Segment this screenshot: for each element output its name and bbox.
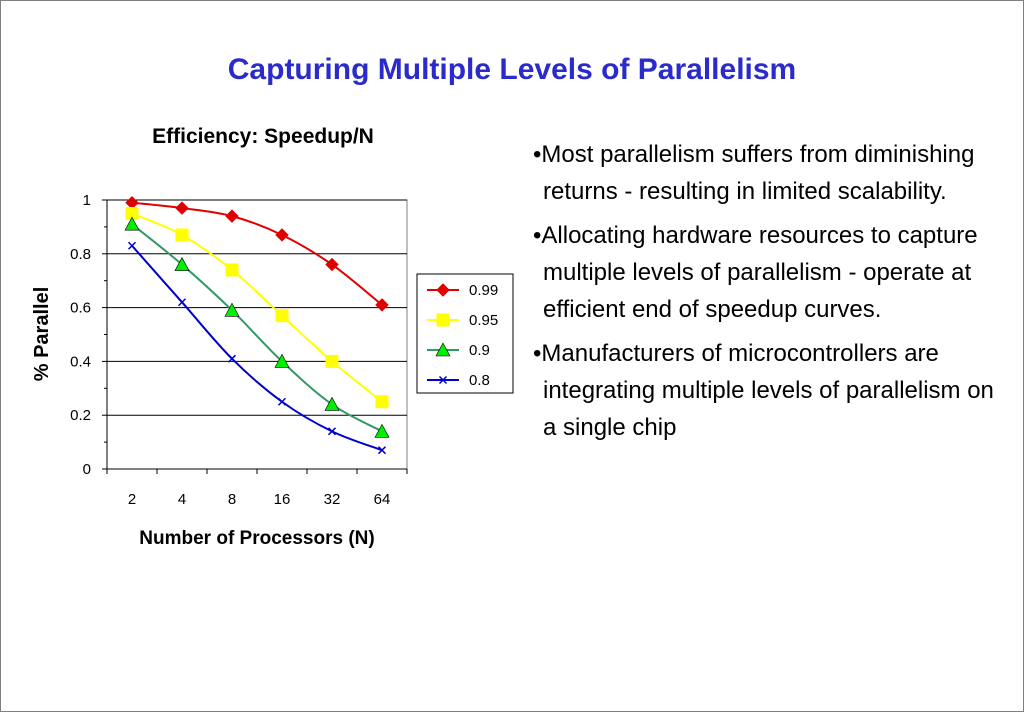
- data-point-0.99: [225, 209, 239, 223]
- bullet-item: •Most parallelism suffers from diminishi…: [533, 136, 1013, 210]
- y-tick-label: 0.2: [70, 407, 91, 424]
- bullet-item: •Allocating hardware resources to captur…: [533, 217, 1013, 328]
- legend-label: 0.99: [469, 282, 498, 299]
- efficiency-chart: 0 0.2 0.4 0.6 0.8 1 2 4 8 16 32 64 Efficiency: Speed…: [31, 125, 514, 549]
- data-point-0.99: [325, 257, 339, 272]
- data-point-0.9: [174, 256, 190, 271]
- data-point-0.95: [375, 395, 389, 409]
- data-point-0.9: [124, 216, 140, 231]
- legend-label: 0.9: [469, 342, 490, 359]
- data-point-0.95: [275, 309, 289, 323]
- y-tick-label: 1: [83, 192, 91, 209]
- legend-label: 0.95: [469, 312, 498, 329]
- bullet-marker: •: [533, 340, 542, 367]
- data-point-0.99: [275, 228, 289, 242]
- data-point-0.8: [227, 354, 237, 363]
- legend-box: [416, 273, 514, 394]
- legend-marker-0.95: [436, 313, 450, 327]
- data-point-0.8: [327, 427, 337, 436]
- data-point-0.9: [374, 423, 390, 438]
- y-tick-label: 0: [83, 461, 91, 478]
- y-tick-label: 0.4: [70, 353, 91, 370]
- data-point-0.99: [175, 201, 189, 215]
- data-point-0.95: [175, 228, 189, 242]
- data-point-0.9: [324, 396, 340, 411]
- bullet-text: Manufacturers of microcontrollers are in…: [541, 340, 994, 441]
- legend-marker-0.8: [438, 375, 448, 385]
- x-axis-label: Number of Processors (N): [139, 528, 374, 549]
- x-tick-label: 32: [324, 491, 341, 508]
- legend-marker-0.9: [435, 342, 451, 357]
- data-point-0.9: [224, 302, 240, 317]
- y-tick-label: 0.8: [70, 246, 91, 263]
- bullet-marker: •: [533, 141, 542, 168]
- data-point-0.95: [325, 354, 339, 368]
- y-tick-label: 0.6: [70, 300, 91, 317]
- data-point-0.8: [127, 241, 137, 250]
- legend-label: 0.8: [469, 372, 490, 389]
- bullet-item: •Manufacturers of microcontrollers are i…: [533, 335, 1013, 446]
- data-point-0.9: [274, 353, 290, 368]
- slide-title: Capturing Multiple Levels of Parallelism: [227, 53, 797, 86]
- legend-marker-0.99: [436, 283, 450, 297]
- x-tick-label: 64: [374, 491, 391, 508]
- x-tick-label: 16: [274, 491, 291, 508]
- y-axis-label: % Parallel: [31, 287, 53, 382]
- x-tick-label: 2: [128, 491, 136, 508]
- x-tick-label: 8: [228, 491, 236, 508]
- bullet-marker: •: [533, 222, 542, 249]
- data-point-0.95: [225, 263, 239, 277]
- data-point-0.8: [277, 397, 287, 406]
- bullet-text: Allocating hardware resources to capture…: [541, 222, 978, 323]
- bullet-text: Most parallelism suffers from diminishin…: [541, 141, 975, 205]
- x-tick-label: 4: [178, 491, 186, 508]
- chart-title: Efficiency: Speedup/N: [152, 125, 374, 148]
- data-point-0.99: [375, 298, 389, 312]
- bullet-list: •Most parallelism suffers from diminishi…: [533, 136, 1013, 453]
- data-point-0.8: [377, 446, 387, 455]
- data-point-0.8: [177, 298, 187, 307]
